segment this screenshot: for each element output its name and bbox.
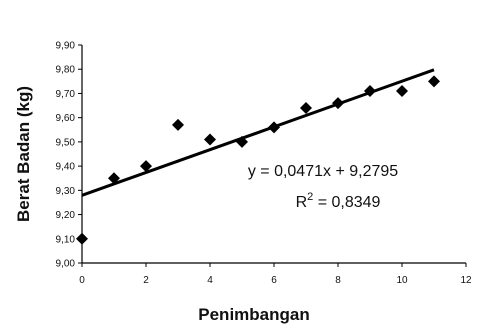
plot-area: 9,00 9,10 9,20 9,30 9,40 9,50 9,60 9,70 9,80 9,90…: [56, 41, 472, 287]
y-tick-label: 9,80: [56, 65, 76, 76]
y-tick-label: 9,60: [56, 113, 76, 124]
x-tick-label: 0: [79, 275, 85, 286]
data-point: [236, 135, 248, 148]
y-tick-label: 9,00: [56, 259, 76, 270]
data-point: [428, 75, 440, 88]
data-point: [172, 118, 184, 131]
data-point: [332, 97, 344, 110]
data-point: [76, 232, 88, 245]
x-ticks: 0 2 4 6 8 10 12: [79, 263, 472, 286]
x-tick-label: 8: [335, 275, 341, 286]
trendline-equation: y = 0,0471x + 9,2795: [248, 163, 398, 180]
y-axis-title: Berat Badan (kg): [14, 86, 33, 222]
data-point: [204, 133, 216, 146]
x-tick-label: 6: [271, 275, 277, 286]
y-tick-label: 9,20: [56, 210, 76, 221]
data-point: [268, 121, 280, 134]
x-tick-label: 12: [460, 275, 472, 286]
r-squared-label: R2 = 0,8349: [296, 191, 381, 211]
data-points: [76, 75, 440, 245]
r-squared-prefix: R: [296, 194, 308, 211]
data-point: [140, 160, 152, 173]
data-point: [108, 172, 120, 185]
y-tick-label: 9,10: [56, 234, 76, 245]
x-tick-label: 2: [143, 275, 149, 286]
r-squared-superscript: 2: [307, 191, 313, 203]
r-squared-value: = 0,8349: [313, 194, 380, 211]
y-tick-label: 9,90: [56, 41, 76, 52]
data-point: [364, 85, 376, 98]
y-tick-label: 9,30: [56, 186, 76, 197]
y-tick-label: 9,50: [56, 137, 76, 148]
x-axis-title: Penimbangan: [198, 305, 309, 324]
data-point: [300, 101, 312, 114]
y-tick-label: 9,70: [56, 89, 76, 100]
y-ticks: 9,00 9,10 9,20 9,30 9,40 9,50 9,60 9,70 9,80 9,90: [56, 41, 82, 270]
x-tick-label: 4: [207, 275, 213, 286]
x-tick-label: 10: [396, 275, 408, 286]
data-point: [396, 85, 408, 98]
y-tick-label: 9,40: [56, 162, 76, 173]
